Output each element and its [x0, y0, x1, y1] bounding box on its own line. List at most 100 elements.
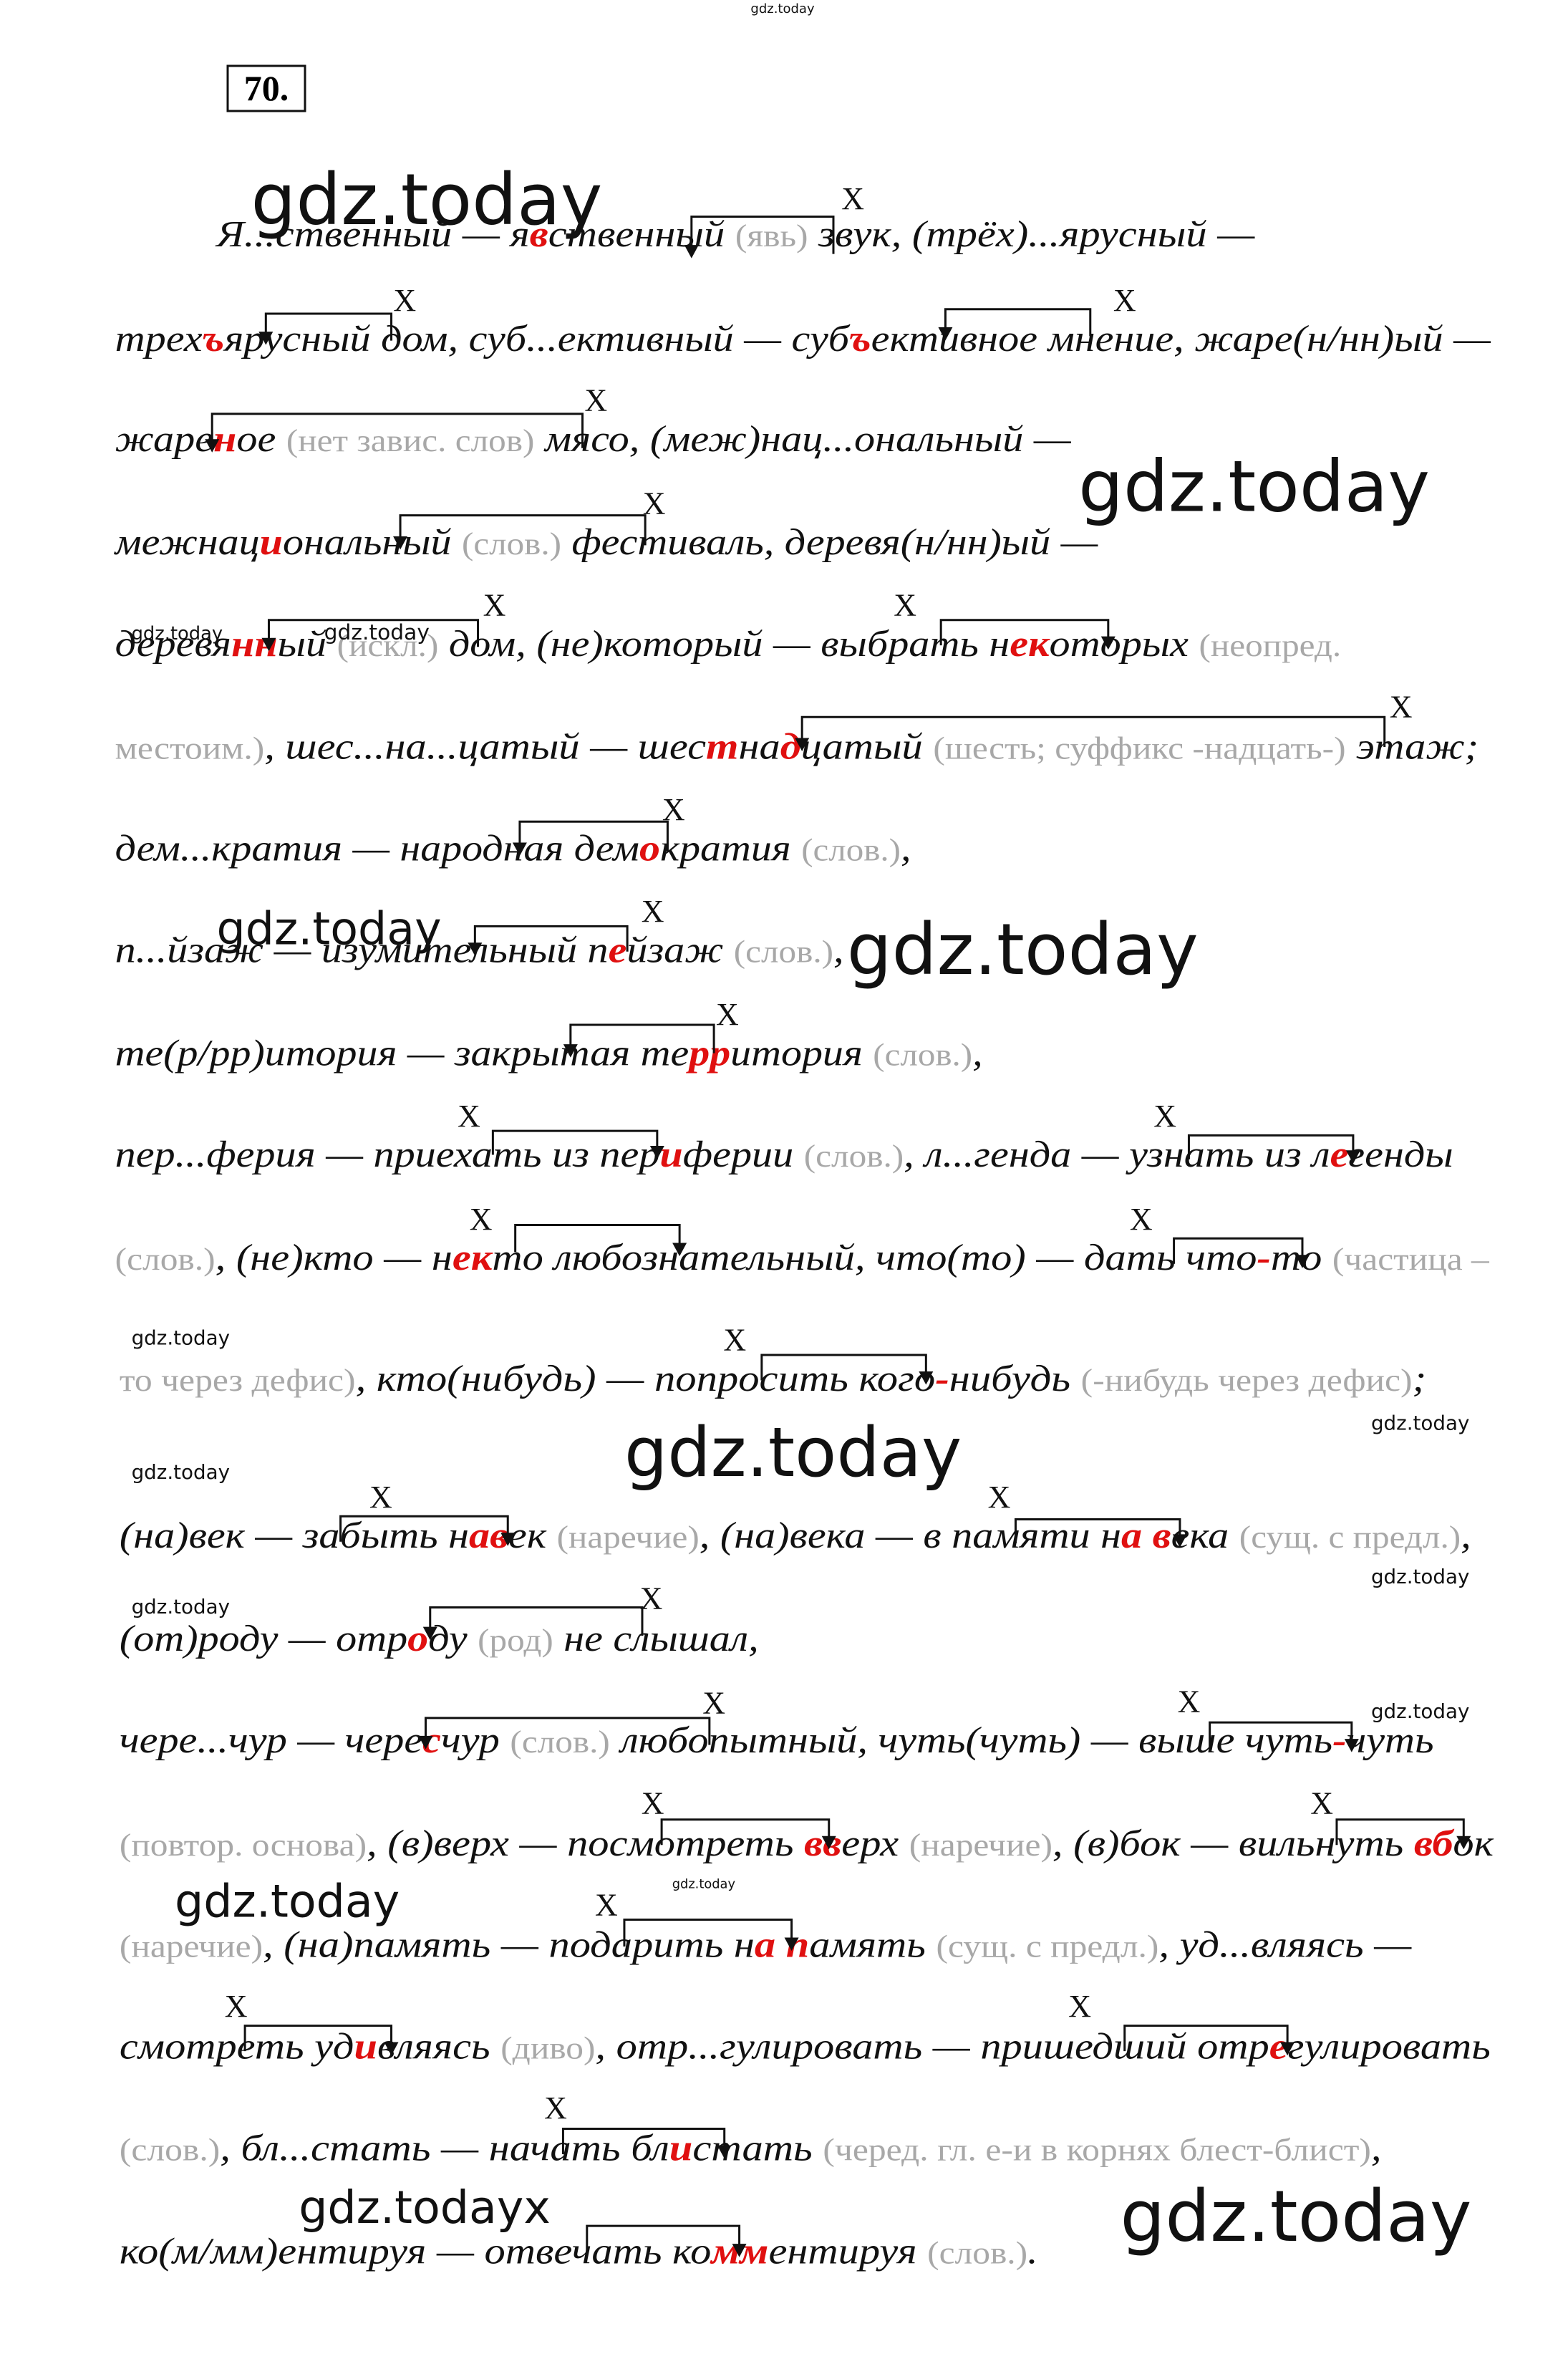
- segment: смотреть уд: [120, 2027, 354, 2068]
- watermark: gdz.today: [175, 1874, 400, 1927]
- grey-segment: (сущ. с предл.): [936, 1929, 1158, 1964]
- red-segment: -: [1257, 1238, 1270, 1278]
- text-line: Я...ственный — я вственный (явь) звук, (т…: [215, 214, 1255, 255]
- x-mark: X: [1113, 283, 1136, 318]
- segment: ферии: [683, 1134, 804, 1175]
- red-segment: в: [530, 214, 548, 255]
- text-line: (повтор. основа), (в)верх — посмотреть в…: [120, 1823, 1494, 1864]
- grey-segment: (слов.): [927, 2235, 1027, 2270]
- segment: гулировать: [1288, 2027, 1491, 2068]
- segment: стать: [692, 2128, 823, 2169]
- watermark: gdz.today: [1121, 2176, 1472, 2258]
- segment: ,: [1461, 1515, 1471, 1556]
- red-segment: и: [260, 522, 283, 563]
- bracket: [944, 308, 1092, 337]
- bracket: [264, 312, 393, 341]
- arrow-head: [258, 332, 274, 345]
- text-line: (слов.), (не)кто — н ек то любознательный,…: [115, 1238, 1490, 1278]
- arrow-head: [717, 2145, 732, 2159]
- segment: то любознательный, что(то) — дать что: [492, 1238, 1257, 1278]
- segment: ентируя: [768, 2231, 927, 2272]
- segment: чуть: [1346, 1720, 1433, 1761]
- text-line: трех ъярусный дом, суб...ективный — суб ъе…: [115, 319, 1491, 360]
- x-mark: X: [470, 1202, 493, 1237]
- arrow-head: [1456, 1836, 1471, 1850]
- red-segment: -: [1332, 1720, 1346, 1761]
- bracket: [760, 1354, 927, 1381]
- red-segment: о: [639, 829, 660, 869]
- segment: нибудь: [949, 1359, 1081, 1399]
- bracket: [210, 413, 584, 448]
- arrow-head: [205, 439, 220, 453]
- arrow-head: [672, 1243, 687, 1257]
- segment: те(р/рр)итория — закрытая те: [115, 1033, 689, 1074]
- red-segment: е: [1330, 1134, 1349, 1175]
- arrow-head: [1172, 1534, 1187, 1548]
- grey-segment: (-нибудь через дефис): [1081, 1363, 1413, 1398]
- top-watermark: gdz.today: [750, 1, 815, 16]
- x-mark: X: [595, 1887, 618, 1922]
- bracket: [267, 619, 480, 647]
- text-line: местоим.), шес...на...цатый — шес тна дцат…: [115, 727, 1479, 768]
- grey-segment: (род): [478, 1623, 553, 1658]
- red-segment: е: [609, 930, 627, 970]
- segment: ,: [1371, 2128, 1382, 2169]
- segment: п...йзаж — изумительный п: [115, 930, 609, 970]
- segment: ,: [972, 1033, 982, 1074]
- arrow-head: [732, 2244, 747, 2257]
- bracket: [243, 2025, 393, 2052]
- bracket: [339, 1515, 509, 1542]
- red-segment: ек: [1010, 624, 1050, 665]
- segment: , отр...гулировать — пришедший отр: [595, 2027, 1269, 2068]
- grey-segment: (слов.): [804, 1139, 904, 1174]
- bracket: [569, 1023, 715, 1053]
- segment: ,: [833, 930, 844, 970]
- segment: жаре: [115, 419, 213, 460]
- text-line: то через дефис), кто(нибудь) — попросить…: [120, 1359, 1426, 1399]
- segment: Я...ственный — я: [215, 214, 529, 255]
- watermark: gdz.today: [1371, 1699, 1469, 1723]
- arrow-head: [418, 1735, 433, 1750]
- segment: любопытный, чуть(чуть) — выше чуть: [610, 1720, 1332, 1761]
- red-segment: ъ: [203, 319, 225, 360]
- segment: , кто(нибудь) — попросить кого: [356, 1359, 936, 1399]
- segment: кратия: [660, 829, 801, 869]
- grey-segment: (наречие): [909, 1828, 1052, 1863]
- bracket: [939, 619, 1110, 646]
- segment: ерх: [841, 1823, 909, 1864]
- segment: амять: [809, 1925, 936, 1966]
- arrow-head: [384, 2042, 399, 2056]
- segment: на: [738, 727, 780, 768]
- arrow-head: [784, 1937, 799, 1952]
- red-segment: д: [780, 727, 801, 768]
- x-mark: X: [988, 1480, 1011, 1515]
- segment: генды: [1348, 1134, 1453, 1175]
- segment: , уд...вляясь —: [1158, 1925, 1412, 1966]
- x-mark: X: [369, 1480, 392, 1515]
- watermark: gdz.today: [132, 1595, 230, 1619]
- segment: ко(м/мм)ентируя — отвечать ко: [120, 2231, 711, 2272]
- text-line: (на)век — забыть н ав ек (наречие), (на)ве…: [120, 1515, 1471, 1556]
- segment: , (в)верх — посмотреть: [367, 1823, 804, 1864]
- exercise-number: 70.: [244, 68, 289, 108]
- bracket: [429, 1606, 644, 1636]
- arrow-head: [563, 1044, 578, 1058]
- arrow-head: [1344, 1739, 1359, 1752]
- number-box: [226, 64, 306, 112]
- grey-segment: местоим.): [115, 731, 265, 766]
- x-mark: X: [642, 1785, 664, 1820]
- grey-segment: (явь): [735, 218, 808, 254]
- segment: деревя: [115, 624, 231, 665]
- x-mark: X: [1068, 1989, 1091, 2024]
- red-segment: рр: [686, 1033, 730, 1074]
- x-mark: X: [716, 997, 739, 1032]
- segment: , (на)века — в памяти н: [700, 1515, 1121, 1556]
- x-mark: X: [1130, 1202, 1153, 1237]
- segment: , (на)память — подарить н: [263, 1925, 755, 1966]
- segment: ;: [1413, 1359, 1427, 1399]
- red-segment: ъ: [849, 319, 871, 360]
- arrow-head: [1100, 636, 1115, 650]
- segment: звук, (трёх)...ярусный —: [808, 214, 1256, 255]
- text-line: дем...кратия — народная дем ократия (слов…: [115, 829, 911, 869]
- segment: этаж;: [1346, 727, 1479, 768]
